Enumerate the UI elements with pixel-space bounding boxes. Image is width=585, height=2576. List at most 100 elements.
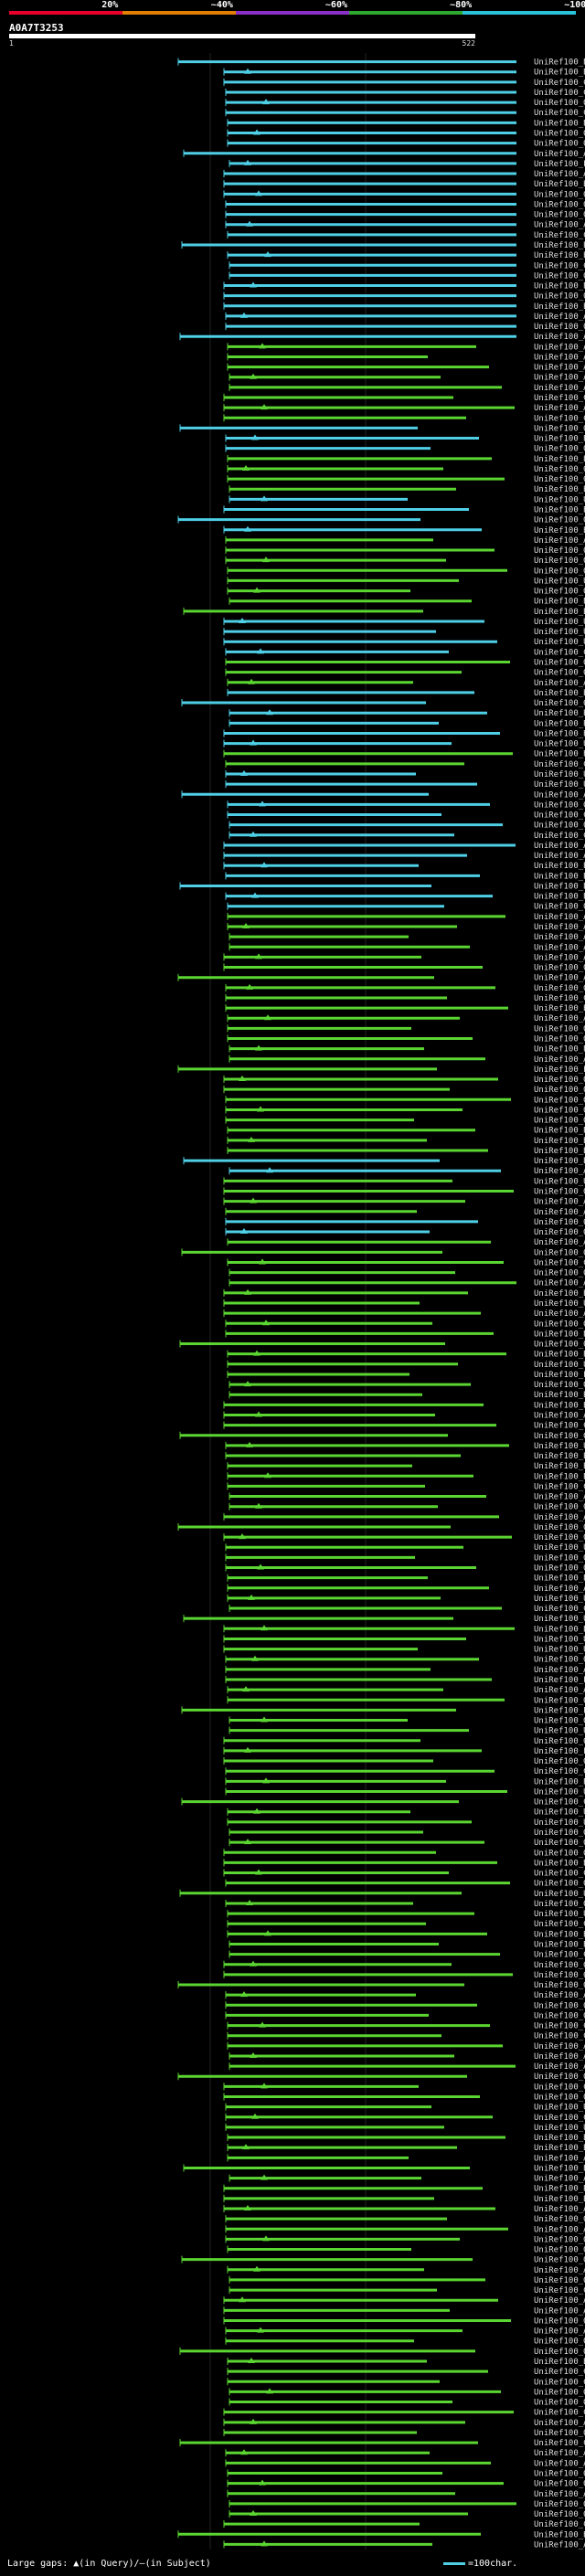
hit-label[interactable]: UniRef100_Q2YZN1 — [534, 1564, 585, 1574]
hit-label[interactable]: UniRef100_A4R805 — [534, 384, 585, 393]
hit-label[interactable]: UniRef100_C1FE54 — [534, 414, 585, 423]
hit-label[interactable]: UniRef100_A3V221 — [534, 679, 585, 688]
hit-label[interactable]: UniRef100_B4NBL2 — [534, 882, 585, 891]
hit-label[interactable]: UniRef100_A3PIB0 — [534, 953, 585, 962]
hit-label[interactable]: UniRef100_UP1000... — [534, 1910, 585, 1919]
hit-label[interactable]: UniRef100_A7BJ39 — [534, 170, 585, 179]
hit-label[interactable]: UniRef100_B6BRY2 — [534, 505, 585, 514]
hit-label[interactable]: UniRef100_Q1MFX4 — [534, 475, 585, 484]
hit-label[interactable]: UniRef100_Q8P973 — [534, 2510, 585, 2519]
hit-label[interactable]: UniRef100_C4WIF6 — [534, 2032, 585, 2041]
hit-label[interactable]: UniRef100_Q3T5U2 — [534, 1341, 585, 1350]
hit-label[interactable]: UniRef100_C9QVU2 — [534, 2083, 585, 2092]
hit-label[interactable]: UniRef100_Q1YEY6 — [534, 546, 585, 556]
hit-label[interactable]: UniRef100_B0R096 — [534, 455, 585, 464]
hit-label[interactable]: UniRef100_B5JB94 — [534, 1930, 585, 1939]
hit-label[interactable]: UniRef100_B6T5S9 — [534, 251, 585, 260]
hit-label[interactable]: UniRef100_C6TF70 — [534, 79, 585, 88]
hit-label[interactable]: UniRef100_Q28T17 — [534, 699, 585, 708]
hit-label[interactable]: UniRef100_C3Z2U3 — [534, 1605, 585, 1614]
hit-label[interactable]: UniRef100_Q9RGZ9 — [534, 1432, 585, 1441]
hit-label[interactable]: UniRef100_UP1000... — [534, 2104, 585, 2113]
hit-label[interactable]: UniRef100_B9IEV8 — [534, 180, 585, 189]
hit-label[interactable]: UniRef100_Q2SDN6 — [534, 2469, 585, 2478]
hit-label[interactable]: UniRef100_A3SSM4 — [534, 842, 585, 851]
hit-label[interactable]: UniRef100_A9HRA6 — [534, 974, 585, 983]
hit-label[interactable]: UniRef100_C1MLX1 — [534, 394, 585, 403]
hit-label[interactable]: UniRef100_A9F4E3 — [534, 2205, 585, 2214]
hit-label[interactable]: UniRef100_A9YFW4 — [534, 2459, 585, 2468]
hit-label[interactable]: UniRef100_B4LR00 — [534, 2195, 585, 2204]
hit-label[interactable]: UniRef100_Q5MQ26 — [534, 1971, 585, 1980]
hit-label[interactable]: UniRef100_A5FZ53 — [534, 1167, 585, 1176]
hit-label[interactable]: UniRef100_C6TG43 — [534, 109, 585, 118]
hit-label[interactable]: UniRef100_C5XET3 — [534, 231, 585, 240]
hit-label[interactable]: UniRef100_B4PPK7 — [534, 893, 585, 902]
hit-label[interactable]: UniRef100_Q4Z3G3 — [534, 2256, 585, 2265]
hit-label[interactable]: UniRef100_Q16258 — [534, 2388, 585, 2397]
hit-label[interactable]: UniRef100_A3VHD5 — [534, 923, 585, 932]
hit-label[interactable]: UniRef100_Q1AZ9L — [534, 964, 585, 973]
hit-label[interactable]: UniRef100_C6T8L7 — [534, 89, 585, 98]
hit-label[interactable]: UniRef100_Q01666 — [534, 903, 585, 912]
hit-label[interactable]: UniRef100_P05436 — [534, 1065, 585, 1075]
hit-label[interactable]: UniRef100_UP1000... — [534, 1299, 585, 1309]
hit-label[interactable]: UniRef100_B7FTE2 — [534, 750, 585, 759]
hit-label[interactable]: UniRef100_B6B1B8 — [534, 598, 585, 607]
hit-label[interactable]: UniRef100_C1Q8J0 — [534, 2378, 585, 2387]
hit-label[interactable]: UniRef100_A4EXH3 — [534, 1208, 585, 1217]
hit-label[interactable]: UniRef100_A5PD90 — [534, 2062, 585, 2072]
hit-label[interactable]: UniRef100_UP1000... — [534, 2124, 585, 2133]
hit-label[interactable]: UniRef100_Q4V7P4 — [534, 2072, 585, 2082]
hit-label[interactable]: UniRef100_B5Z250 — [534, 1472, 585, 1481]
hit-label[interactable]: UniRef100_Q1JZG7 — [534, 2399, 585, 2408]
hit-label[interactable]: UniRef100_A8TIP6 — [534, 536, 585, 546]
hit-label[interactable]: UniRef100_B1ZEE8 — [534, 1004, 585, 1013]
hit-label[interactable]: UniRef100_C1C3J8 — [534, 1870, 585, 1879]
hit-label[interactable]: UniRef100_B7QJZ7 — [534, 689, 585, 698]
hit-label[interactable]: UniRef100_Q61NB8 — [534, 1839, 585, 1848]
hit-label[interactable]: UniRef100_B0UE40 — [534, 1391, 585, 1400]
hit-label[interactable]: UniRef100_Q7RKU7 — [534, 2235, 585, 2244]
hit-label[interactable]: UniRef100_C6W7E5 — [534, 1422, 585, 1431]
hit-label[interactable]: UniRef100_Q92LK7 — [534, 1381, 585, 1390]
hit-label[interactable]: UniRef100_C8SUD0 — [534, 832, 585, 841]
hit-label[interactable]: UniRef100_Q6NTT8 — [534, 1829, 585, 1838]
hit-label[interactable]: UniRef100_B9SZS3 — [534, 119, 585, 128]
hit-label[interactable]: UniRef100_UP1000... — [534, 1646, 585, 1655]
hit-label[interactable]: UniRef100_B5D0E9 — [534, 1940, 585, 1949]
hit-label[interactable]: UniRef100_A5V3E2 — [534, 2052, 585, 2062]
hit-label[interactable]: UniRef100_B8EQQ0 — [534, 2185, 585, 2194]
hit-label[interactable]: UniRef100_B5Z252 — [534, 1462, 585, 1471]
hit-label[interactable]: UniRef100_C8S334 — [534, 648, 585, 657]
hit-label[interactable]: UniRef100_Q9ZGB4 — [534, 1656, 585, 1665]
hit-label[interactable]: UniRef100_B7RMW3 — [534, 1330, 585, 1339]
hit-label[interactable]: UniRef100_A4WUM8 — [534, 933, 585, 942]
hit-label[interactable]: UniRef100_Q21CY6 — [534, 2500, 585, 2509]
hit-label[interactable]: UniRef100_Q0L7F2 — [534, 190, 585, 199]
hit-label[interactable]: UniRef100_B5ZSN8 — [534, 1777, 585, 1786]
hit-label[interactable]: UniRef100_Q39ZU0 — [534, 1533, 585, 1542]
hit-label[interactable]: UniRef100_B6HB88 — [534, 302, 585, 312]
hit-label[interactable]: UniRef100_C1D8Z0 — [534, 2368, 585, 2377]
hit-label[interactable]: UniRef100_A6WCQ0 — [534, 2042, 585, 2051]
hit-label[interactable]: UniRef100_Q6Q1O9 — [534, 1076, 585, 1085]
hit-label[interactable]: UniRef100_A8JDV9 — [534, 404, 585, 413]
hit-label[interactable]: UniRef100_B3RQ69 — [534, 2164, 585, 2173]
hit-label[interactable]: UniRef100_Q7Q3N8 — [534, 516, 585, 525]
hit-label[interactable]: UniRef100_A3SRM5 — [534, 1666, 585, 1675]
hit-label[interactable]: UniRef100_UP1000... — [534, 1543, 585, 1553]
hit-label[interactable]: UniRef100_A9RZR2 — [534, 1279, 585, 1288]
hit-label[interactable]: UniRef100_A6DP11 — [534, 1585, 585, 1594]
hit-label[interactable]: UniRef100_Q3W289 — [534, 2276, 585, 2285]
hit-label[interactable]: UniRef100_B9G729 — [534, 282, 585, 292]
hit-label[interactable]: UniRef100_C6WY34 — [534, 1767, 585, 1776]
hit-label[interactable]: UniRef100_A7RRI6 — [534, 1411, 585, 1420]
hit-label[interactable]: UniRef100_B3LVH0 — [534, 1157, 585, 1166]
hit-label[interactable]: UniRef100_UP1000... — [534, 1787, 585, 1797]
hit-label[interactable]: UniRef100_A5V3X4 — [534, 1238, 585, 1247]
hit-label[interactable]: UniRef100_B7FHV3 — [534, 69, 585, 78]
hit-label[interactable]: UniRef100_A9NLA3 — [534, 333, 585, 342]
hit-label[interactable]: UniRef100_UP1000... — [534, 740, 585, 749]
hit-label[interactable]: UniRef100_C9VD99 — [534, 2022, 585, 2031]
